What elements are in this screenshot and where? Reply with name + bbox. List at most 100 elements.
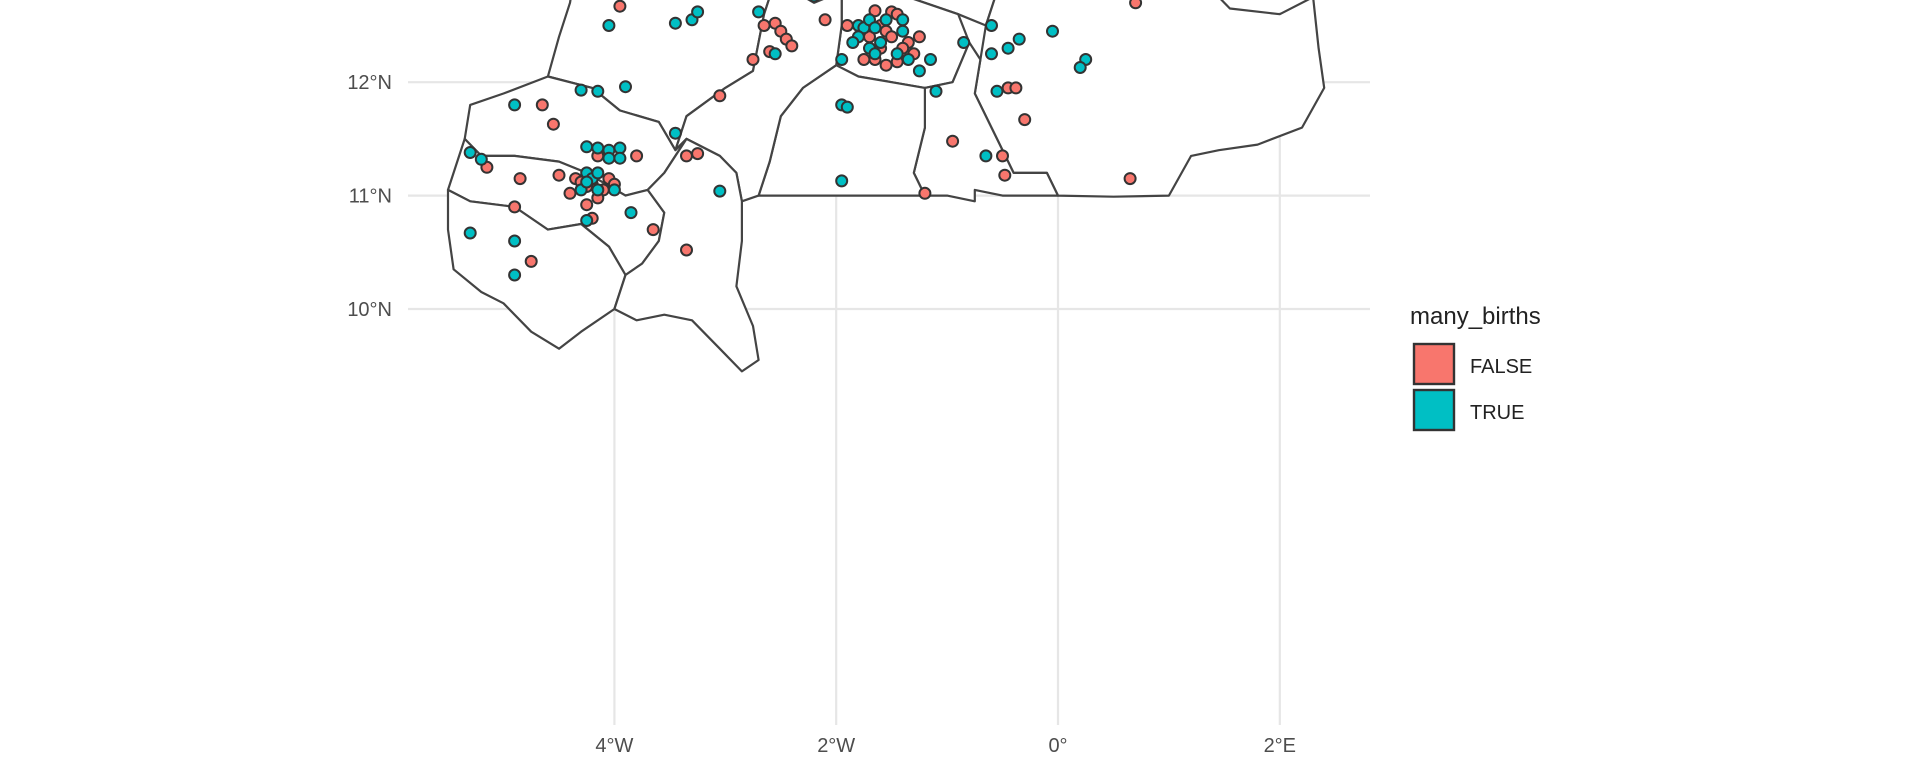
point-true-48 [1012, 32, 1026, 46]
point-false-39 [998, 168, 1012, 182]
point-true-40 [868, 47, 882, 61]
y-tick-label-0: 10°N [347, 299, 392, 321]
point-true-61 [574, 83, 588, 97]
point-false-14 [746, 53, 760, 66]
point-false-24 [885, 30, 899, 44]
point-false-60 [630, 149, 644, 163]
y-tick-label-2: 12°N [347, 72, 392, 94]
point-true-37 [874, 36, 888, 49]
point-true-55 [835, 53, 849, 66]
point-true-27 [691, 5, 705, 19]
point-false-36 [1018, 113, 1032, 127]
point-false-58 [580, 198, 594, 212]
point-true-85 [508, 268, 522, 282]
point-true-25 [668, 16, 682, 30]
point-false-66 [680, 243, 693, 257]
point-false-12 [785, 39, 799, 53]
point-false-44 [535, 98, 549, 112]
legend: many_births FALSE TRUE [1410, 303, 1541, 432]
point-false-16 [818, 13, 832, 27]
point-false-26 [912, 30, 926, 44]
point-false-38 [996, 149, 1009, 163]
point-true-44 [924, 53, 937, 66]
point-false-47 [552, 168, 566, 182]
point-true-32 [868, 21, 882, 35]
point-true-24 [602, 19, 616, 32]
point-true-38 [896, 24, 910, 38]
point-true-78 [580, 175, 594, 189]
point-true-77 [591, 166, 605, 180]
point-false-42 [713, 89, 727, 103]
x-tick-label-1: 2°W [817, 735, 855, 757]
point-true-47 [985, 47, 998, 61]
legend-title: many_births [1410, 303, 1541, 330]
x-tick-label-3: 2°E [1264, 735, 1296, 757]
point-false-43 [546, 117, 560, 131]
point-true-43 [912, 64, 926, 78]
point-false-41 [918, 186, 932, 200]
point-false-8 [1129, 0, 1143, 10]
point-true-83 [463, 226, 477, 240]
point-false-52 [563, 186, 577, 200]
point-true-60 [979, 149, 993, 163]
point-true-22 [808, 0, 820, 3]
point-true-65 [463, 146, 477, 159]
point-layer [463, 0, 1143, 282]
point-true-54 [929, 84, 943, 98]
point-true-51 [1073, 61, 1087, 74]
point-true-80 [607, 183, 621, 197]
point-true-42 [901, 53, 915, 66]
x-tick-label-2: 0° [1048, 735, 1067, 757]
point-true-67 [668, 126, 682, 140]
point-false-13 [757, 19, 771, 32]
point-true-58 [840, 100, 854, 114]
legend-label-false: FALSE [1470, 356, 1532, 378]
region-cascades [446, 188, 627, 350]
point-true-68 [580, 140, 594, 154]
point-true-34 [896, 13, 910, 27]
point-true-33 [879, 13, 893, 27]
x-tick-label-0: 4°W [595, 735, 633, 757]
point-true-81 [624, 206, 638, 220]
point-true-73 [613, 151, 627, 165]
y-tick-label-1: 11°N [349, 186, 392, 208]
region-east [973, 0, 1326, 198]
tick-labels: 10°N11°N12°N13°N14°N15°N4°W2°W0°2°E [347, 72, 1296, 757]
point-true-63 [619, 80, 632, 94]
point-false-65 [646, 223, 660, 237]
point-true-41 [890, 47, 904, 61]
point-false-29 [857, 53, 871, 66]
point-true-69 [591, 141, 605, 155]
point-true-86 [580, 214, 594, 227]
point-true-79 [591, 183, 605, 197]
point-true-64 [508, 98, 522, 112]
point-false-61 [680, 149, 693, 163]
point-true-84 [508, 234, 522, 248]
point-true-36 [846, 36, 860, 49]
point-false-31 [879, 58, 893, 72]
point-true-28 [752, 5, 766, 19]
point-true-52 [957, 36, 971, 49]
legend-key-true [1412, 388, 1456, 432]
point-false-62 [691, 147, 705, 161]
point-false-17 [840, 19, 854, 32]
point-true-82 [713, 184, 727, 198]
point-true-45 [985, 19, 998, 32]
point-true-72 [602, 151, 616, 165]
point-false-46 [513, 172, 527, 186]
point-true-62 [591, 84, 605, 98]
point-true-49 [1046, 24, 1059, 38]
point-false-40 [1123, 172, 1137, 186]
point-true-56 [768, 47, 782, 61]
point-true-66 [474, 152, 488, 166]
point-true-46 [1001, 41, 1015, 55]
point-false-7 [613, 0, 627, 13]
point-false-37 [946, 134, 960, 148]
point-true-53 [990, 84, 1004, 98]
legend-key-false [1412, 342, 1456, 386]
point-false-35 [1009, 81, 1023, 95]
point-true-59 [835, 174, 849, 188]
legend-label-true: TRUE [1470, 402, 1524, 424]
